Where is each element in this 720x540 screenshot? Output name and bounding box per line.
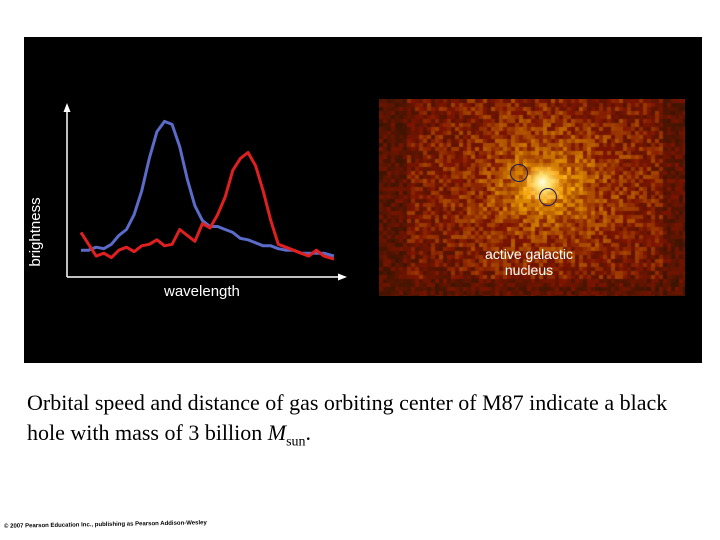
caption-mass-symbol: M (267, 420, 287, 445)
y-axis-label: brightness (27, 197, 44, 267)
copyright-notice: © 2007 Pearson Education Inc., publishin… (3, 520, 207, 530)
caption-mass-subscript: sun (286, 434, 306, 450)
series-layer (79, 119, 335, 261)
marker-circle-upper (510, 164, 528, 182)
galaxy-image: active galactic nucleus (379, 99, 685, 296)
figure-panel: brightness wavelength active galactic nu… (24, 37, 702, 363)
y-axis-arrow (63, 103, 71, 112)
x-axis-arrow (338, 273, 347, 281)
agn-label: active galactic nucleus (459, 246, 599, 278)
marker-circle-nucleus (539, 188, 557, 206)
x-axis-label: wavelength (164, 283, 240, 300)
galaxy-photo (379, 99, 685, 296)
agn-label-line2: nucleus (504, 262, 554, 278)
caption-text: Orbital speed and distance of gas orbiti… (27, 390, 668, 445)
spectrum-chart (63, 103, 347, 281)
caption: Orbital speed and distance of gas orbiti… (27, 388, 707, 457)
caption-end: . (305, 420, 312, 445)
agn-label-line1: active galactic (485, 246, 573, 262)
blue-spectrum-line (81, 119, 335, 258)
red-spectrum-line (79, 151, 335, 261)
